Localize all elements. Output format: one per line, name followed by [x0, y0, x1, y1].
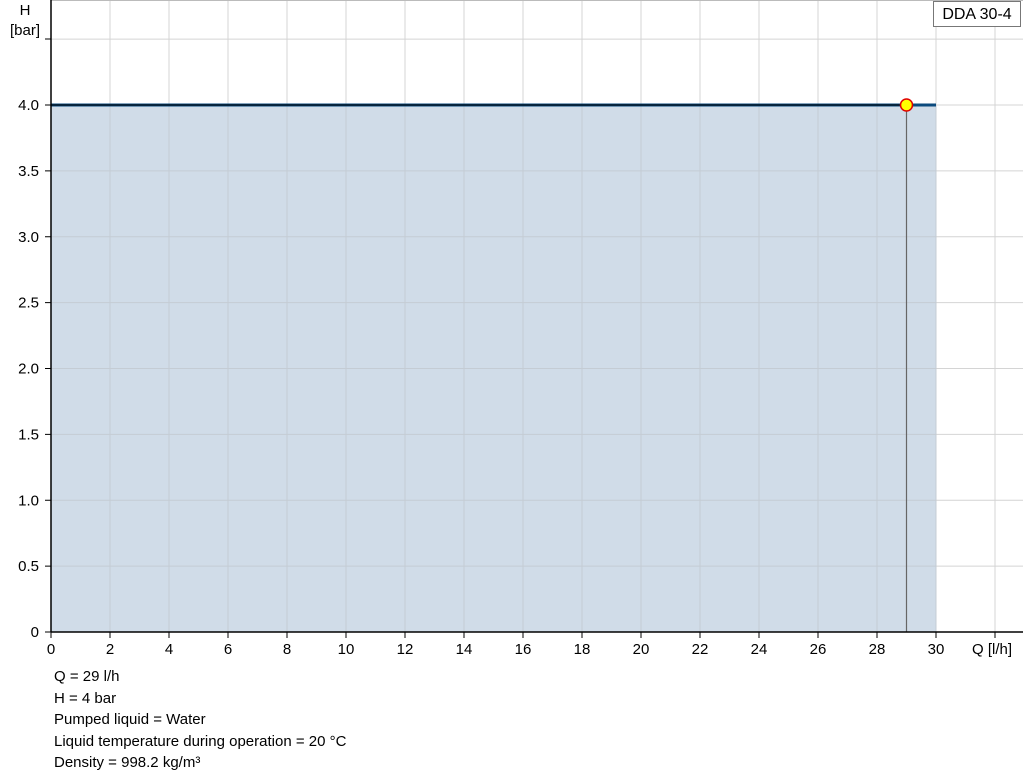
y-tick-label: 2.5 — [18, 295, 39, 312]
x-tick-label: 14 — [456, 641, 473, 658]
info-flow: Q = 29 l/h — [54, 668, 120, 685]
duty-info: Q = 29 l/h H = 4 bar Pumped liquid = Wat… — [54, 666, 346, 774]
x-tick-label: 12 — [397, 641, 414, 658]
x-tick-label: 8 — [283, 641, 291, 658]
x-tick-label: 10 — [338, 641, 355, 658]
x-axis-label: Q [l/h] — [972, 641, 1012, 658]
legend-label: DDA 30-4 — [942, 6, 1012, 23]
x-tick-label: 30 — [928, 641, 945, 658]
x-tick-label: 2 — [106, 641, 114, 658]
x-tick-label: 6 — [224, 641, 232, 658]
y-tick-label: 1.5 — [18, 426, 39, 443]
x-tick-label: 24 — [751, 641, 768, 658]
x-tick-label: 18 — [574, 641, 591, 658]
info-liquid: Pumped liquid = Water — [54, 711, 206, 728]
y-tick-label: 3.5 — [18, 163, 39, 180]
x-tick-label: 26 — [810, 641, 827, 658]
x-tick-label: 0 — [47, 641, 55, 658]
y-axis-unit: [bar] — [10, 22, 40, 39]
x-tick-label: 4 — [165, 641, 173, 658]
info-density: Density = 998.2 kg/m³ — [54, 754, 201, 771]
y-axis-label: H — [20, 2, 31, 19]
x-tick-label: 28 — [869, 641, 886, 658]
x-tick-label: 22 — [692, 641, 709, 658]
y-tick-label: 1.0 — [18, 492, 39, 509]
info-temperature: Liquid temperature during operation = 20… — [54, 732, 347, 750]
y-tick-label: 2.0 — [18, 361, 39, 378]
info-head: H = 4 bar — [54, 689, 117, 707]
y-tick-label: 4.0 — [18, 97, 39, 114]
x-tick-label: 16 — [515, 641, 532, 658]
y-tick-label: 3.0 — [18, 229, 39, 246]
legend-box: DDA 30-4 — [933, 1, 1021, 27]
x-tick-label: 20 — [633, 641, 650, 658]
y-tick-label: 0 — [31, 624, 39, 641]
duty-point-marker — [899, 98, 914, 112]
y-tick-label: 0.5 — [18, 558, 39, 575]
